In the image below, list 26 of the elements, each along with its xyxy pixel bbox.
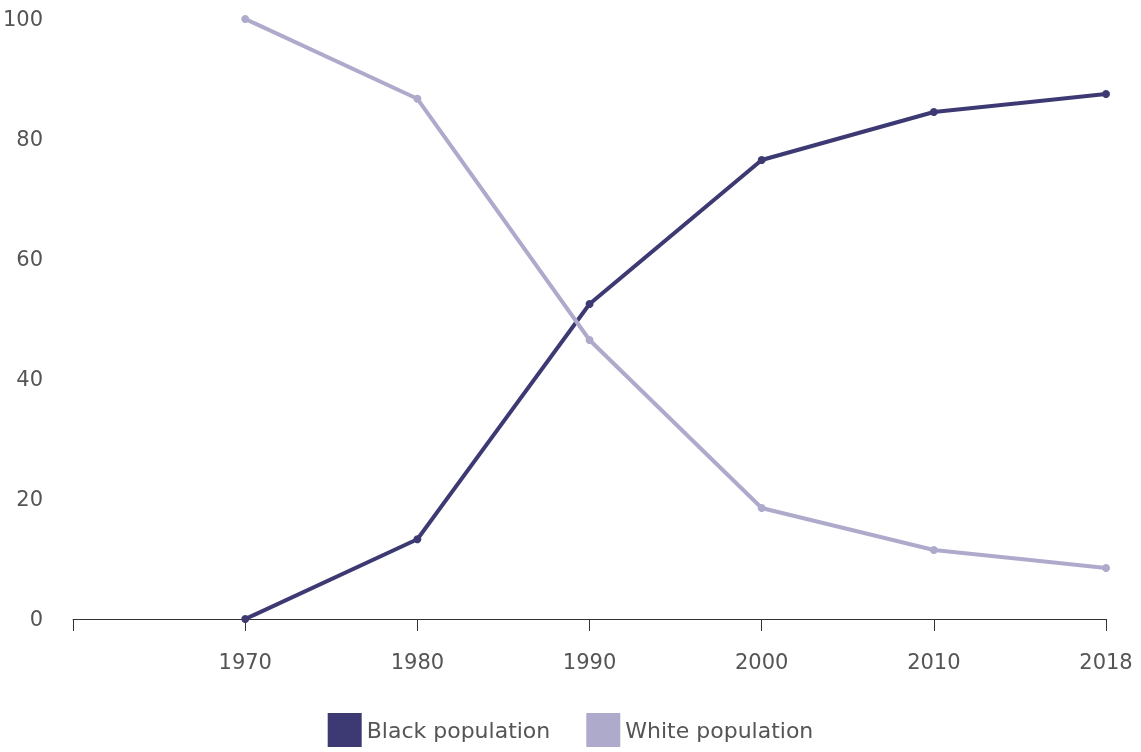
point (241, 15, 250, 23)
y-tick-label: 100 (2, 7, 44, 31)
x-tick-label: 1990 (562, 649, 617, 674)
point (585, 336, 594, 344)
point (757, 156, 766, 164)
y-tick-label: 80 (16, 127, 44, 151)
point (241, 615, 250, 623)
point (1102, 564, 1110, 572)
x-tick-label: 1970 (218, 649, 272, 674)
legend-label: Black population (366, 717, 551, 743)
point (1102, 90, 1110, 98)
x-tick-label: 2010 (907, 649, 961, 674)
x-tick-label: 2000 (734, 649, 789, 674)
point (413, 94, 422, 103)
y-tick-label: 20 (16, 487, 44, 511)
y-tick-label: 60 (16, 247, 44, 271)
point (757, 504, 766, 512)
point (413, 535, 422, 544)
x-tick-label: 1980 (390, 649, 445, 674)
y-tick-label: 40 (16, 367, 44, 391)
point (929, 108, 938, 116)
point (929, 546, 938, 554)
x-tick-label: 2018 (1079, 649, 1133, 674)
legend-label: White population (625, 717, 814, 743)
point (585, 300, 594, 308)
y-tick-label: 0 (29, 607, 44, 631)
